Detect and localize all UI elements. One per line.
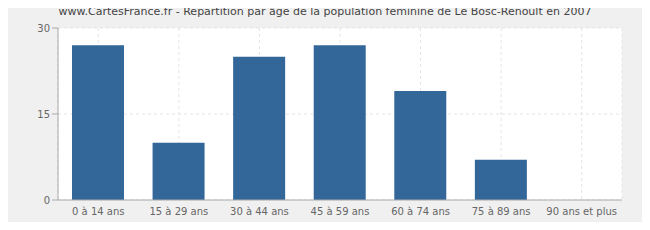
html-text:www.CartesFrance.fr - Répartit: www.CartesFrance.fr - Répartition par âg…	[58, 5, 592, 18]
svg-text:30: 30	[37, 23, 50, 34]
svg-text:45 à 59 ans: 45 à 59 ans	[311, 206, 370, 217]
svg-text:60 à 74 ans: 60 à 74 ans	[391, 206, 450, 217]
svg-text:15: 15	[37, 109, 50, 120]
svg-text:0 à 14 ans: 0 à 14 ans	[72, 206, 124, 217]
svg-text:75 à 89 ans: 75 à 89 ans	[472, 206, 531, 217]
svg-text:0: 0	[44, 195, 50, 206]
svg-text:90 ans et plus: 90 ans et plus	[546, 206, 617, 217]
svg-text:30 à 44 ans: 30 à 44 ans	[230, 206, 289, 217]
svg-text:15 à 29 ans: 15 à 29 ans	[149, 206, 208, 217]
